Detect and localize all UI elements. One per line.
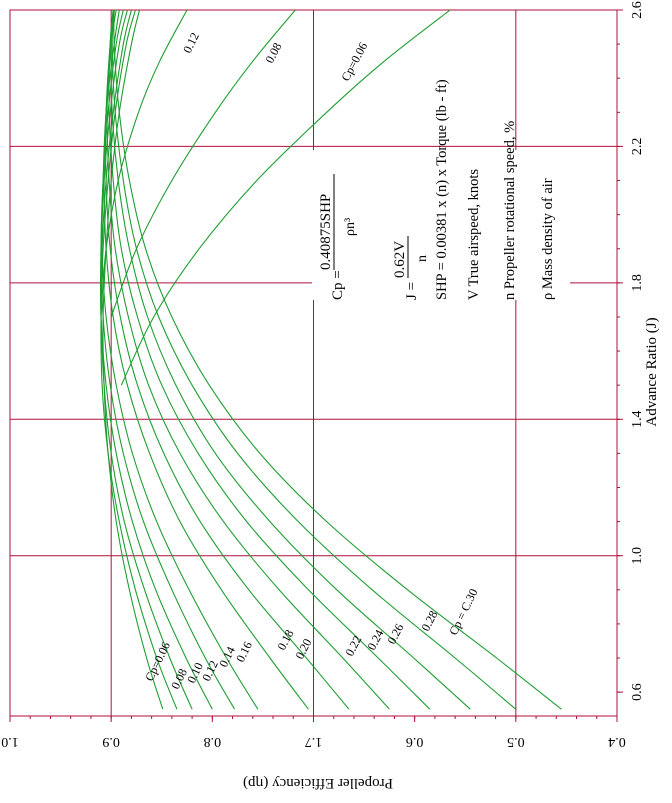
curve-label-cp-030: Cp = C.30 (446, 586, 480, 637)
j-tick-label-3: 1.8 (630, 274, 645, 292)
eff-tick-label-0: 1.0 (1, 734, 19, 749)
j-tick-label-0: 0.6 (630, 683, 645, 701)
eff-tick-label-4: 0.6 (406, 734, 424, 749)
shp-definition: SHP = 0.00381 x (n) x Torque (lb - ft) (434, 79, 450, 300)
j-lhs: J = (404, 282, 420, 300)
j-tick-label-5: 2.6 (630, 1, 645, 19)
cp-lhs: Cp = (330, 270, 346, 300)
eff-tick-label-6: 0.4 (608, 734, 626, 749)
rho-definition: ρ Mass density of air (540, 178, 556, 300)
efficiency-curves (101, 10, 562, 709)
curve-cp-0-20 (106, 10, 349, 709)
curve-cp-0-30 (114, 10, 562, 709)
curve-cp-0-26 (111, 10, 470, 709)
eff-tick-label-3: 1.7 (305, 734, 323, 749)
curve-cp-0-18 (104, 10, 308, 709)
cp-denominator: ρn³ (343, 218, 358, 236)
y-axis-title: Propeller Efficiency (ηp) (243, 775, 393, 791)
curve-label-left-7: 0.22 (342, 633, 364, 658)
eff-tick-label-5: 0.5 (507, 734, 525, 749)
x-axis-title: Advance Ratio (J) (644, 317, 660, 426)
curve-label-left-10: 0.28 (418, 608, 440, 633)
curve-cp-0-12 (101, 10, 213, 709)
curve-label-left-4: 0.16 (233, 639, 255, 664)
j-numerator: 0.62V (392, 241, 408, 278)
j-tick-label-4: 2.2 (630, 138, 645, 156)
j-tick-label-1: 1.0 (630, 547, 645, 565)
curve-cp-0-16 (102, 10, 258, 709)
curve-cp-0-24 (109, 10, 430, 709)
curve-label-left-9: 0.26 (384, 621, 406, 646)
cp-numerator: 0.40875SHP (318, 194, 334, 270)
j-tick-label-2: 1.4 (630, 411, 645, 429)
v-definition: V True airspeed, knots (466, 169, 482, 300)
curve-label-right-1: 0.08 (262, 40, 284, 65)
curve-label-cp-006-left: Cp=0.06 (142, 640, 173, 684)
j-denominator: n (415, 255, 430, 262)
curve-label-right-0: 0.12 (180, 30, 202, 55)
curve-cp-0-12-high-J- (101, 10, 187, 317)
curve-label-left-6: 0.20 (292, 636, 314, 661)
n-definition: n Propeller rotational speed, % (502, 121, 518, 300)
eff-tick-label-1: 0.9 (102, 734, 120, 749)
eff-tick-label-2: 0.8 (204, 734, 222, 749)
curve-label-left-5: 0.18 (274, 627, 296, 652)
